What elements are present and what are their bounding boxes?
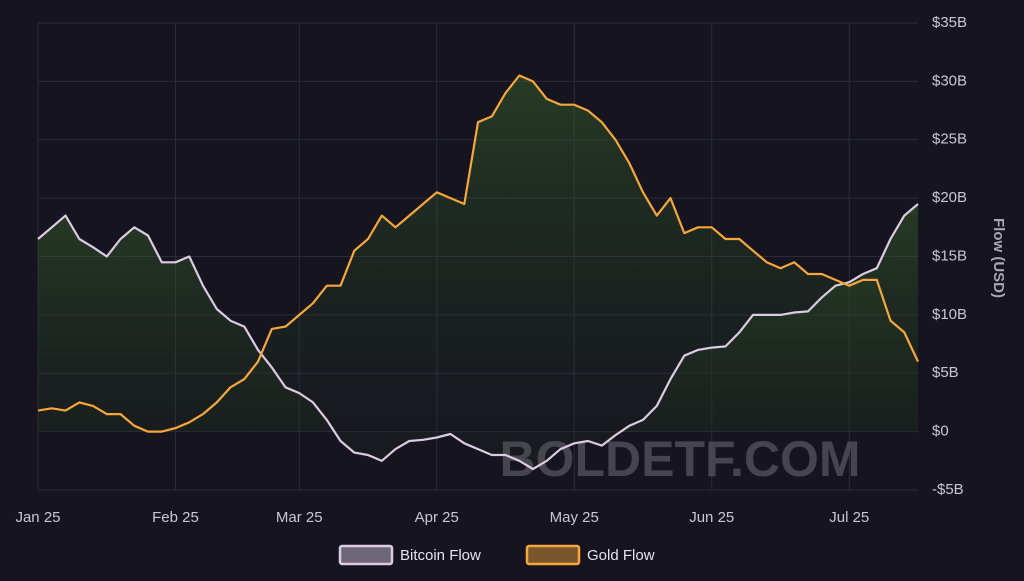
x-tick-label: Apr 25	[415, 509, 459, 526]
x-tick-label: Jan 25	[15, 509, 60, 526]
y-tick-label: $5B	[932, 364, 959, 381]
x-tick-label: Jul 25	[829, 509, 869, 526]
y-tick-label: $25B	[932, 131, 967, 148]
legend-swatch	[525, 544, 581, 566]
series-line	[37, 203, 919, 471]
area-fill	[38, 75, 918, 432]
y-tick-label: $10B	[932, 306, 967, 323]
y-tick-label: $20B	[932, 189, 967, 206]
watermark: BOLDETF.COM	[499, 431, 860, 487]
x-tick-label: Mar 25	[276, 509, 323, 526]
y-axis-title: Flow (USD)	[990, 218, 1007, 298]
legend-swatch	[338, 544, 394, 566]
x-tick-label: Feb 25	[152, 509, 199, 526]
y-tick-label: -$5B	[932, 481, 964, 498]
legend-label: Bitcoin Flow	[400, 547, 481, 564]
y-tick-label: $0	[932, 423, 949, 440]
series-line	[37, 74, 919, 433]
legend-label: Gold Flow	[587, 547, 655, 564]
x-tick-label: Jun 25	[689, 509, 734, 526]
y-tick-label: $35B	[932, 14, 967, 31]
x-tick-label: May 25	[550, 509, 599, 526]
y-tick-label: $15B	[932, 247, 967, 264]
y-tick-label: $30B	[932, 72, 967, 89]
